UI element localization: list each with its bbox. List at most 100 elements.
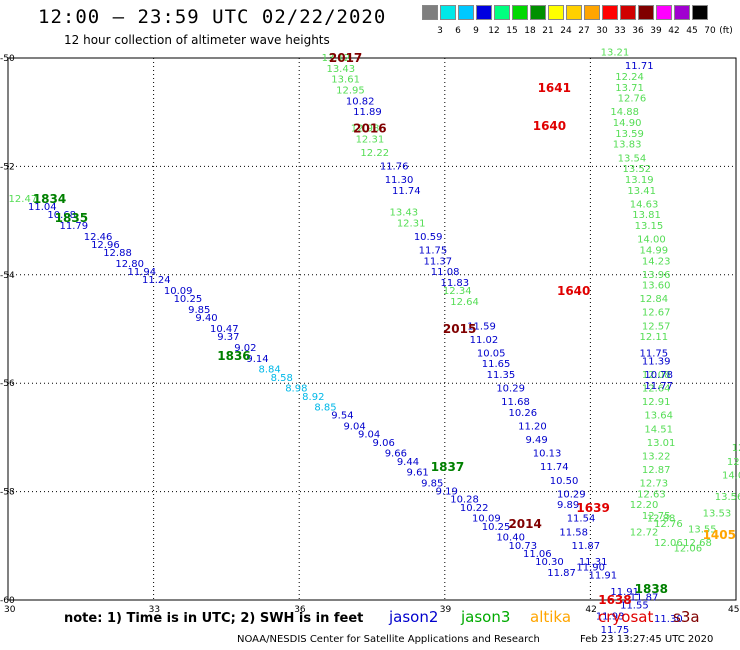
color-scale-label: 45 xyxy=(686,26,698,36)
wave-height-label: 13.60 xyxy=(642,281,671,292)
wave-height-label: 10.22 xyxy=(460,503,489,514)
pass-time-label: 1640 xyxy=(557,284,590,298)
wave-height-label: 10.29 xyxy=(496,384,525,395)
color-scale-label: 9 xyxy=(473,26,479,36)
wave-height-label: 11.30 xyxy=(654,614,683,625)
wave-height-label: 13.22 xyxy=(642,451,671,462)
wave-height-label: 11.87 xyxy=(630,592,659,603)
page-subtitle: 12 hour collection of altimeter wave hei… xyxy=(64,33,330,47)
wave-height-label: 12.67 xyxy=(642,308,671,319)
wave-height-label: 12.91 xyxy=(642,397,671,408)
wave-height-label: 8.58 xyxy=(271,373,293,384)
wave-height-label: 10.05 xyxy=(477,348,506,359)
wave-height-label: 11.75 xyxy=(419,245,448,256)
wave-height-label: 13.52 xyxy=(623,164,652,175)
wave-height-label: 11.71 xyxy=(625,61,654,72)
color-scale-swatch xyxy=(692,5,708,20)
wave-height-label: 10.26 xyxy=(508,408,537,419)
wave-height-label: 11.87 xyxy=(547,568,576,579)
wave-height-label: 12.31 xyxy=(397,218,426,229)
wave-height-label: 11.31 xyxy=(579,557,608,568)
color-scale-swatch xyxy=(512,5,528,20)
wave-height-label: 9.66 xyxy=(385,449,407,460)
wave-height-label: 12.22 xyxy=(360,148,389,159)
pass-time-label: 2017 xyxy=(329,51,362,65)
wave-height-label: 13.43 xyxy=(390,207,419,218)
legend-entry-cryosat: cryosat xyxy=(598,608,654,626)
wave-height-label: 14.07 xyxy=(722,470,740,481)
wave-height-label: 13.19 xyxy=(625,175,654,186)
x-tick-label: 33 xyxy=(149,605,160,615)
wave-height-label: 10.82 xyxy=(346,96,375,107)
wave-height-label: 10.25 xyxy=(482,522,511,533)
wave-height-label: 11.89 xyxy=(353,107,382,118)
wave-height-label: 12.31 xyxy=(356,134,385,145)
color-scale-swatch xyxy=(638,5,654,20)
color-scale-label: (ft) xyxy=(719,26,733,36)
wave-height-label: 13.71 xyxy=(615,83,644,94)
wave-height-label: 9.04 xyxy=(343,422,365,433)
wave-height-label: 14.63 xyxy=(630,199,659,210)
wave-height-label: 10.47 xyxy=(210,324,239,335)
wave-height-label: 12.63 xyxy=(637,489,666,500)
wave-height-label: 12.76 xyxy=(654,519,683,530)
color-scale-label: 6 xyxy=(455,26,461,36)
wave-height-label: 9.44 xyxy=(397,457,419,468)
wave-height-label: 12.64 xyxy=(450,297,479,308)
wave-height-label: 11.65 xyxy=(482,359,511,370)
wave-height-label: 11.87 xyxy=(572,541,601,552)
wave-height-label: 11.68 xyxy=(501,397,530,408)
wave-height-label: 8.92 xyxy=(302,392,324,403)
wave-height-label: 13.96 xyxy=(642,270,671,281)
wave-height-label: 13.01 xyxy=(647,438,676,449)
wave-height-label: 12.73 xyxy=(639,478,668,489)
wave-height-label: 10.30 xyxy=(535,557,564,568)
wave-height-label: 11.54 xyxy=(567,514,596,525)
wave-height-label: 9.37 xyxy=(217,332,239,343)
wave-height-label: 13.15 xyxy=(635,221,664,232)
wave-height-label: 12.10 xyxy=(732,443,740,454)
wave-height-label: 9.85 xyxy=(421,478,443,489)
wave-height-label: 14.88 xyxy=(610,107,639,118)
color-scale-swatch xyxy=(530,5,546,20)
pass-time-label: 1638 xyxy=(598,593,631,607)
color-scale-swatch xyxy=(566,5,582,20)
wave-height-label: 8.84 xyxy=(259,365,281,376)
pass-time-label: 2015 xyxy=(443,322,476,336)
wave-height-label: 12.06 xyxy=(673,544,702,555)
wave-height-label: 12.46 xyxy=(84,232,113,243)
y-tick-label: -54 xyxy=(0,271,15,281)
wave-height-label: 10.40 xyxy=(496,533,525,544)
wave-height-label: 14.23 xyxy=(642,256,671,267)
wave-height-label: 12.47 xyxy=(9,194,38,205)
wave-height-label: 9.54 xyxy=(331,411,353,422)
color-scale-swatch xyxy=(422,5,438,20)
color-scale-label: 33 xyxy=(614,26,626,36)
wave-height-label: 10.28 xyxy=(450,495,479,506)
wave-height-label: 13.41 xyxy=(627,186,656,197)
pass-time-label: 1836 xyxy=(217,349,250,363)
color-scale-label: 3 xyxy=(437,26,443,36)
wave-height-label: 11.90 xyxy=(576,562,605,573)
timestamp: Feb 23 13:27:45 UTC 2020 xyxy=(580,634,714,645)
color-scale-label: 70 xyxy=(704,26,716,36)
wave-height-label: 11.20 xyxy=(518,422,547,433)
color-scale-swatch xyxy=(440,5,456,20)
wave-height-label: 12.80 xyxy=(115,259,144,270)
pass-time-label: 2014 xyxy=(508,517,541,531)
wave-height-label: 11.93 xyxy=(596,611,625,622)
color-scale-label: 27 xyxy=(578,26,590,36)
wave-height-label: 12.95 xyxy=(336,86,365,97)
wave-height-label: 12.68 xyxy=(683,538,712,549)
x-tick-label: 42 xyxy=(585,605,596,615)
x-tick-label: 45 xyxy=(728,605,739,615)
color-scale-swatch xyxy=(584,5,600,20)
wave-height-label: 9.61 xyxy=(407,468,429,479)
wave-height-label: 12.72 xyxy=(630,527,659,538)
wave-height-label: 12.87 xyxy=(642,465,671,476)
wave-height-label: 9.85 xyxy=(188,305,210,316)
wave-height-label: 11.91 xyxy=(589,571,618,582)
wave-height-label: 9.06 xyxy=(373,438,395,449)
wave-height-label: 10.50 xyxy=(550,476,579,487)
